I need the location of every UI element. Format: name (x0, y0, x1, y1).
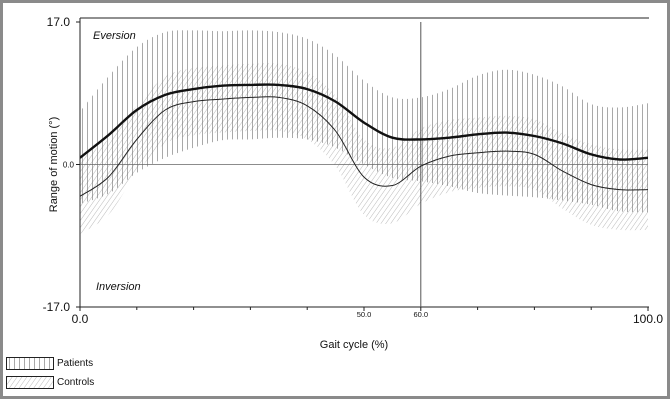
x-tick-label-2: 60.0 (413, 310, 428, 319)
x-tick-label-0: 0.0 (72, 312, 89, 326)
legend-item-patients: Patients (6, 354, 128, 373)
legend-label-patients: Patients (57, 358, 94, 369)
legend-swatch-controls (6, 376, 54, 389)
legend-swatch-patients (6, 357, 54, 370)
x-axis-title: Gait cycle (%) (320, 339, 388, 351)
y-tick-label-1: 0.0 (63, 161, 75, 170)
y-axis-title: Range of motion (°) (48, 117, 60, 213)
legend: Patients Controls (6, 354, 128, 394)
line-patients (80, 83, 648, 161)
annotation-inversion: Inversion (96, 281, 141, 293)
legend-item-controls: Controls (6, 373, 128, 392)
x-tick-label-3: 100.0 (633, 312, 663, 326)
y-tick-label-0: 17.0 (47, 15, 71, 29)
line-controls (80, 96, 648, 197)
y-tick-label-2: -17.0 (43, 300, 71, 314)
annotation-eversion: Eversion (93, 30, 136, 42)
legend-label-controls: Controls (57, 377, 95, 388)
x-tick-label-1: 50.0 (357, 310, 372, 319)
